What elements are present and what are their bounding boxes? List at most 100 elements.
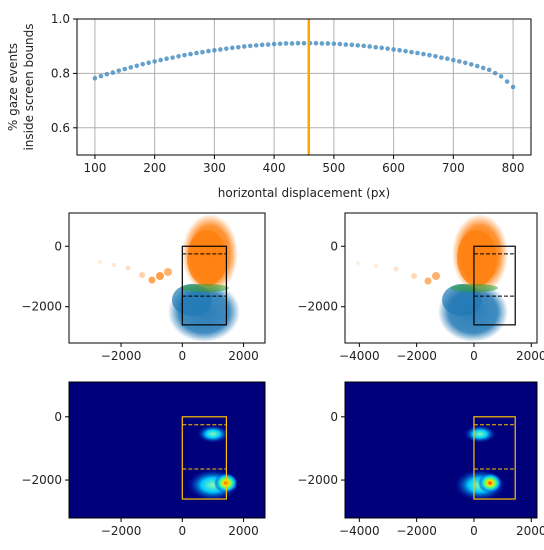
plot-frame [68, 381, 266, 519]
screen-rectangle [473, 416, 516, 500]
x-tick-label: 400 [263, 161, 286, 175]
x-tick-label: 100 [83, 161, 106, 175]
outlier-point [98, 260, 102, 264]
y-tick-label: −2000 [21, 300, 62, 314]
data-point [277, 41, 283, 47]
data-point [200, 49, 205, 55]
outlier-point [156, 272, 164, 280]
axis-ticks: −2000 0 2000 −2000 0 [21, 410, 258, 538]
y-tick-label: 0 [330, 410, 338, 424]
outlier-point [139, 272, 145, 278]
data-point [403, 48, 408, 54]
heatmap-background [69, 382, 265, 518]
data-point [247, 43, 253, 49]
x-tick-label: 0 [470, 349, 478, 363]
green-band [181, 284, 229, 292]
data-point [439, 55, 444, 60]
x-tick-label: −2000 [396, 349, 437, 363]
data-point [116, 68, 122, 73]
data-point [421, 51, 426, 57]
outlier-point [432, 272, 440, 280]
data-point [140, 61, 146, 67]
data-point [462, 60, 468, 66]
data-point [122, 66, 128, 72]
data-point [343, 42, 349, 47]
data-point [170, 55, 175, 60]
screen-bounds [473, 245, 516, 326]
x-tick-label: 200 [143, 161, 166, 175]
orange-cluster-core [187, 230, 227, 286]
screen-bounds [473, 416, 516, 500]
data-point [301, 40, 307, 46]
data-point [230, 45, 235, 51]
data-point [271, 41, 277, 47]
data-point [235, 44, 241, 50]
y-tick-label: 1.0 [51, 12, 70, 26]
scatter-plot-left: −2000 0 2000 −2000 0 [21, 212, 266, 363]
data-point [355, 43, 361, 48]
x-tick-label: 500 [322, 161, 345, 175]
data-point [498, 74, 504, 79]
y-tick-label: −2000 [297, 300, 338, 314]
data-point [409, 49, 414, 55]
data-point [289, 41, 295, 46]
data-point [451, 57, 456, 63]
data-point [212, 47, 217, 53]
x-tick-label: 0 [178, 524, 186, 538]
data-point [331, 41, 337, 47]
orange-cluster-core [457, 230, 497, 286]
data-point [373, 44, 378, 50]
x-tick-label: 2000 [516, 349, 544, 363]
data-point [325, 41, 331, 46]
axis-ticks: −4000 −2000 0 2000 −2000 0 [297, 239, 544, 363]
outlier-point [393, 266, 399, 272]
data-point [241, 44, 247, 49]
data-point [367, 44, 373, 49]
data-point [480, 65, 486, 71]
data-point [468, 62, 474, 67]
data-point [283, 41, 289, 46]
outlier-point [148, 276, 156, 284]
data-point [128, 65, 134, 70]
data-point [385, 46, 390, 51]
data-point [253, 43, 259, 48]
x-tick-label: 600 [382, 161, 405, 175]
x-tick-label: −2000 [101, 524, 142, 538]
data-point [134, 63, 140, 69]
data-point [194, 50, 199, 56]
outlier-point [374, 264, 378, 268]
x-tick-label: 300 [203, 161, 226, 175]
heatmap-background [345, 382, 537, 518]
displacement-plot: 100 200 300 400 500 600 700 800 0.6 0.8 1.0 horizo… [6, 12, 532, 200]
y-axis-label-line-2: inside screen bounds [22, 23, 36, 150]
data-point [164, 56, 169, 62]
screen-rectangle [181, 245, 228, 326]
screen-bounds [181, 416, 228, 500]
x-tick-label: −2000 [396, 524, 437, 538]
data-point [486, 67, 492, 73]
data-point [391, 47, 396, 52]
data-point [188, 51, 193, 57]
y-tick-label: 0.8 [51, 66, 70, 80]
data-point [492, 70, 498, 76]
data-point [415, 50, 420, 56]
data-point [218, 47, 223, 52]
x-tick-label: 2000 [228, 349, 259, 363]
x-tick-label: −4000 [339, 524, 380, 538]
y-tick-label: −2000 [297, 473, 338, 487]
data-point [337, 41, 343, 47]
y-tick-label: 0 [54, 239, 62, 253]
data-point [265, 42, 271, 47]
screen-bounds [181, 245, 228, 326]
data-points [92, 19, 516, 155]
heatmap-left: −2000 0 2000 −2000 0 [21, 381, 266, 538]
data-point [224, 46, 229, 51]
axis-ticks: −2000 0 2000 −2000 0 [21, 239, 258, 363]
data-point [510, 84, 516, 90]
x-tick-label: 800 [502, 161, 525, 175]
x-tick-label: 0 [470, 524, 478, 538]
data-point [457, 59, 462, 64]
y-tick-label: −2000 [21, 473, 62, 487]
plot-frame [344, 381, 538, 519]
